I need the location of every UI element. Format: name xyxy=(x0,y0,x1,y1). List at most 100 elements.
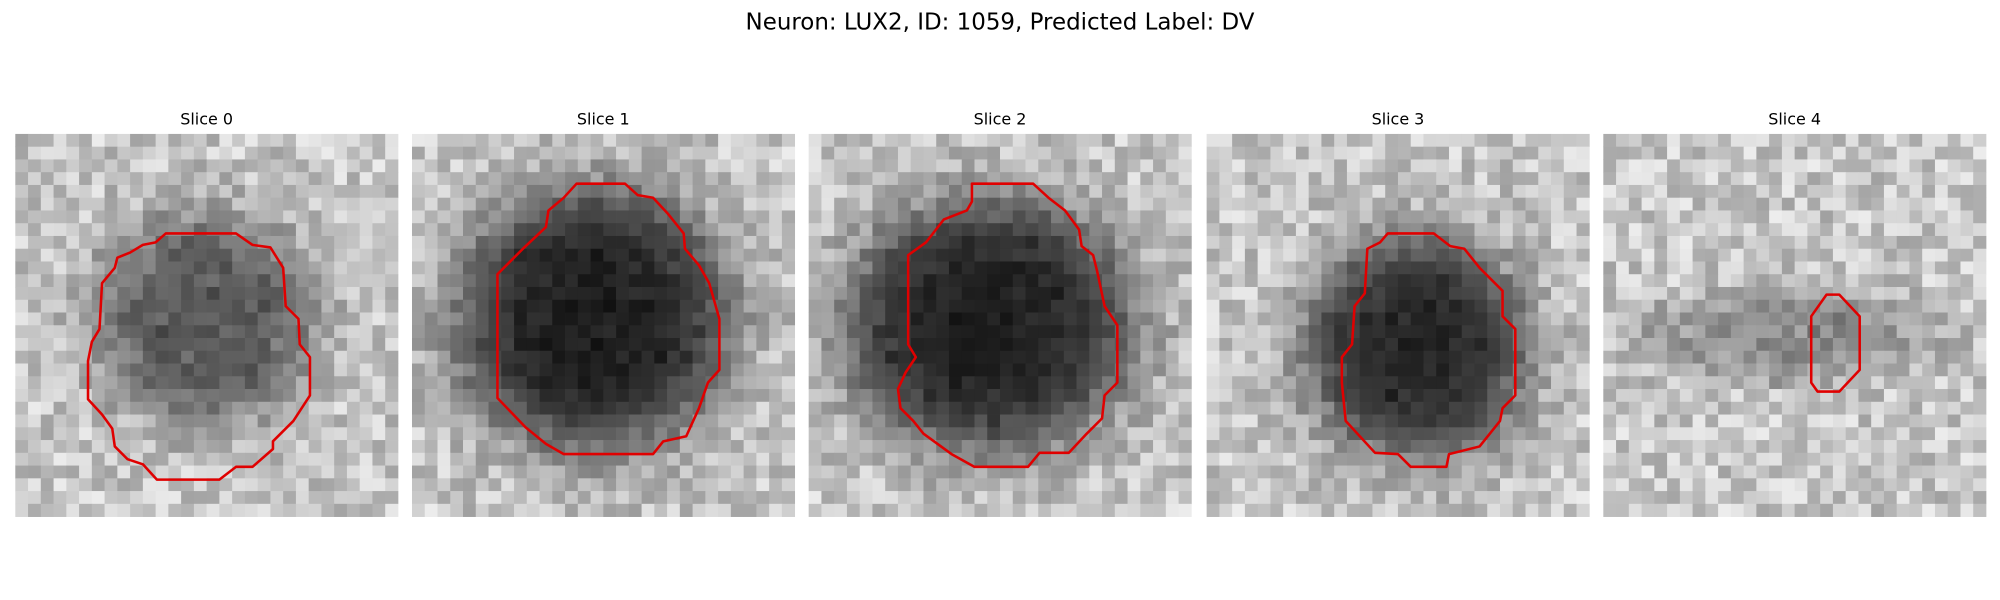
pixel xyxy=(1114,274,1128,288)
pixel xyxy=(1308,235,1322,250)
pixel xyxy=(1832,133,1847,148)
pixel xyxy=(1346,235,1361,250)
pixel xyxy=(1423,197,1437,211)
pixel xyxy=(1165,389,1179,403)
pixel xyxy=(936,248,950,262)
pixel xyxy=(501,503,515,517)
pixel xyxy=(142,172,156,186)
pixel xyxy=(1616,248,1630,262)
pixel xyxy=(142,299,156,313)
pixel xyxy=(1321,452,1335,466)
pixel xyxy=(834,159,848,173)
pixel xyxy=(1321,465,1335,479)
pixel xyxy=(321,172,335,186)
pixel xyxy=(743,159,757,173)
pixel xyxy=(1500,465,1514,479)
pixel xyxy=(821,274,835,288)
pixel xyxy=(372,197,386,211)
pixel xyxy=(885,235,899,250)
pixel xyxy=(1127,274,1141,288)
pixel xyxy=(1257,452,1271,466)
pixel xyxy=(987,478,1001,492)
pixel xyxy=(155,312,169,326)
pixel xyxy=(1140,427,1154,441)
pixel xyxy=(283,503,297,517)
pixel xyxy=(1947,223,1961,237)
pixel xyxy=(1423,465,1437,479)
pixel xyxy=(1858,401,1872,415)
pixel xyxy=(15,133,29,148)
pixel xyxy=(590,350,604,364)
pixel xyxy=(270,184,284,199)
pixel xyxy=(565,223,579,237)
pixel xyxy=(577,223,591,237)
pixel xyxy=(756,363,770,377)
pixel xyxy=(628,465,642,479)
pixel xyxy=(616,312,630,326)
pixel xyxy=(1563,325,1577,339)
pixel xyxy=(616,184,630,199)
pixel xyxy=(359,210,373,224)
pixel xyxy=(1051,133,1065,148)
pixel xyxy=(1063,389,1077,403)
pixel xyxy=(1679,440,1693,454)
pixel xyxy=(1102,478,1116,492)
pixel xyxy=(1616,210,1630,224)
pixel xyxy=(1270,350,1284,364)
pixel xyxy=(1654,338,1668,352)
pixel xyxy=(1628,223,1642,237)
pixel xyxy=(1500,427,1514,441)
pixel xyxy=(104,338,118,352)
pixel xyxy=(475,440,489,454)
pixel xyxy=(372,503,386,517)
pixel xyxy=(181,350,195,364)
pixel xyxy=(155,389,169,403)
pixel xyxy=(1270,248,1284,262)
pixel xyxy=(974,133,988,148)
pixel xyxy=(1973,172,1987,186)
pixel xyxy=(654,325,668,339)
pixel xyxy=(501,172,515,186)
pixel xyxy=(514,427,528,441)
pixel xyxy=(308,452,322,466)
pixel xyxy=(193,197,208,211)
pixel xyxy=(1308,465,1322,479)
pixel xyxy=(270,376,284,390)
pixel xyxy=(667,172,681,186)
pixel xyxy=(1076,146,1090,160)
pixel xyxy=(756,159,770,173)
pixel xyxy=(1359,159,1373,173)
pixel xyxy=(1973,427,1987,441)
pixel xyxy=(1012,350,1026,364)
pixel xyxy=(450,363,464,377)
pixel xyxy=(475,503,489,517)
pixel xyxy=(142,133,156,148)
pixel xyxy=(1219,440,1233,454)
pixel xyxy=(1474,274,1488,288)
pixel xyxy=(808,172,822,186)
pixel xyxy=(821,491,835,505)
pixel xyxy=(1410,248,1424,262)
pixel xyxy=(756,414,770,428)
pixel xyxy=(1705,146,1719,160)
pixel xyxy=(1730,440,1745,454)
pixel xyxy=(244,478,259,492)
pixel xyxy=(1025,465,1039,479)
pixel xyxy=(385,376,399,390)
pixel xyxy=(1730,172,1745,186)
pixel xyxy=(1487,235,1501,250)
pixel xyxy=(654,299,668,313)
pixel xyxy=(514,312,528,326)
pixel xyxy=(244,325,259,339)
pixel xyxy=(1781,146,1796,160)
pixel xyxy=(769,146,783,160)
pixel xyxy=(15,172,29,186)
pixel xyxy=(1178,389,1192,403)
pixel xyxy=(769,210,783,224)
pixel xyxy=(923,274,937,288)
pixel xyxy=(53,465,67,479)
pixel xyxy=(15,274,29,288)
pixel xyxy=(1219,223,1233,237)
pixel xyxy=(53,274,67,288)
pixel xyxy=(628,133,642,148)
